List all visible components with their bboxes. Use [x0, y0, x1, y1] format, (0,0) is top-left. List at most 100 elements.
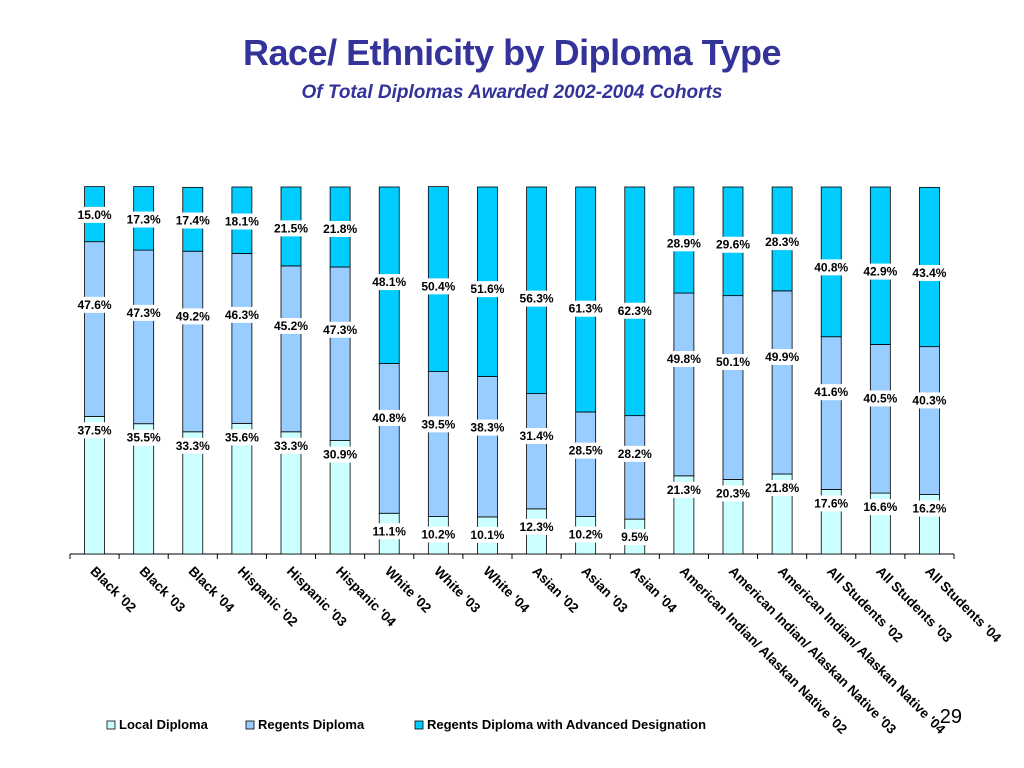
data-label: 10.1% [470, 528, 504, 542]
data-label-bg [809, 495, 854, 512]
data-label-bg [809, 259, 854, 276]
data-label: 62.3% [618, 304, 652, 318]
data-label: 11.1% [373, 524, 407, 538]
data-label-bg [711, 236, 755, 253]
legend-local-swatch [106, 720, 116, 730]
data-label-bg [563, 300, 608, 317]
bar-segment-regents [280, 265, 302, 433]
data-label: 21.5% [274, 221, 308, 235]
data-label-bg [760, 479, 805, 496]
data-label: 49.2% [176, 309, 210, 323]
data-label: 40.3% [912, 393, 946, 407]
data-label: 12.3% [520, 520, 554, 534]
data-label: 42.9% [863, 265, 897, 279]
data-label: 21.8% [323, 222, 357, 236]
data-label-bg [612, 529, 657, 546]
data-label-bg [711, 353, 755, 370]
data-label: 49.9% [765, 350, 799, 364]
legend-regents-swatch [245, 720, 255, 730]
data-label-bg [858, 499, 903, 516]
data-label-bg [318, 446, 363, 463]
data-label-bg [416, 278, 461, 295]
bar-segment-regents [624, 415, 646, 520]
data-label-bg [269, 220, 313, 237]
data-label: 33.3% [274, 439, 308, 453]
data-label: 31.4% [520, 429, 554, 443]
data-label: 33.3% [176, 439, 210, 453]
x-tick-label: Black '04 [186, 564, 238, 616]
bar-segment-regents [329, 266, 351, 441]
bar-segment-advanced [575, 186, 597, 413]
data-label-bg [170, 437, 215, 454]
data-label-bg [907, 264, 952, 281]
data-label-bg [219, 429, 264, 446]
data-label-bg [858, 390, 903, 407]
bar-segment-regents [427, 371, 449, 517]
data-label: 21.3% [667, 483, 701, 497]
data-label: 10.2% [421, 528, 455, 542]
x-tick-label: Black '02 [87, 564, 139, 616]
bar-segment-regents [919, 346, 940, 495]
data-label: 48.1% [372, 275, 406, 289]
data-label-bg [367, 523, 412, 540]
bar-segment-regents [722, 295, 744, 480]
data-label: 38.3% [470, 421, 504, 435]
data-label: 49.8% [667, 352, 701, 366]
data-label: 45.2% [274, 319, 308, 333]
data-label: 61.3% [569, 302, 603, 316]
chart-title: Race/ Ethnicity by Diploma Type [243, 32, 781, 73]
data-label-bg [465, 526, 510, 543]
data-label: 28.9% [667, 236, 701, 250]
data-label-bg [514, 518, 559, 535]
data-label: 17.6% [814, 496, 848, 510]
bar-segment-advanced [624, 186, 646, 417]
data-label-bg [121, 211, 166, 228]
data-label: 56.3% [520, 292, 554, 306]
x-tick-label: Asian '02 [529, 564, 581, 616]
data-label-bg [711, 485, 755, 502]
data-label: 17.4% [176, 213, 210, 227]
data-label: 29.6% [716, 238, 750, 252]
data-label-bg [907, 392, 952, 409]
data-label-bg [121, 429, 166, 446]
bar-segment-regents [133, 249, 155, 425]
data-label-bg [612, 302, 657, 319]
data-label-bg [318, 221, 363, 238]
data-label: 39.5% [421, 417, 455, 431]
legend-local-label: Local Diploma [119, 717, 209, 732]
data-label: 17.3% [127, 213, 161, 227]
data-label-bg [465, 419, 510, 436]
data-label: 28.5% [569, 444, 603, 458]
data-label: 16.6% [863, 500, 897, 514]
data-label-bg [514, 290, 559, 307]
data-label: 28.3% [765, 235, 799, 249]
data-label-bg [269, 437, 313, 454]
bar-segment-regents [869, 344, 891, 494]
bar-segment-regents [771, 290, 793, 475]
data-label: 35.5% [127, 431, 161, 445]
data-label-bg [72, 422, 117, 439]
data-label: 30.9% [323, 448, 357, 462]
data-label-bg [219, 213, 264, 230]
bar-segment-advanced [526, 186, 547, 395]
page-number: 29 [939, 706, 962, 728]
data-label-bg [416, 526, 461, 543]
data-label: 50.4% [421, 279, 455, 293]
x-tick-label: Black '03 [137, 564, 189, 616]
data-label-bg [367, 274, 412, 291]
data-label-bg [760, 348, 805, 365]
data-label: 15.0% [78, 208, 112, 222]
chart-subtitle: Of Total Diplomas Awarded 2002-2004 Coho… [301, 82, 723, 103]
data-label: 47.6% [78, 298, 112, 312]
data-label: 47.3% [323, 323, 357, 337]
bar-segment-regents [231, 253, 253, 424]
data-label-bg [318, 321, 363, 338]
x-tick-label: Asian '03 [579, 564, 631, 616]
data-label-bg [907, 500, 952, 517]
data-label: 47.3% [127, 306, 161, 320]
data-label-bg [612, 445, 657, 462]
x-tick-label: Asian '04 [628, 564, 680, 616]
data-label-bg [563, 526, 608, 543]
data-label: 10.2% [569, 528, 603, 542]
